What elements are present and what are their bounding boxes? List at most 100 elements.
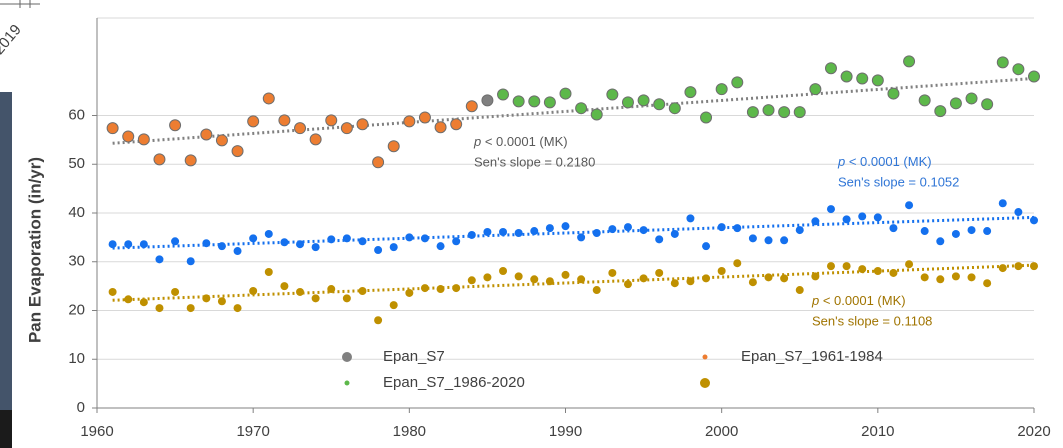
point (621, 96, 634, 109)
point (967, 226, 976, 235)
point (655, 268, 664, 277)
point (998, 199, 1007, 208)
point (356, 118, 369, 131)
point (387, 140, 400, 153)
side-strip (0, 92, 12, 410)
point (528, 95, 541, 108)
x-tick-label: 1990 (549, 423, 582, 440)
point (171, 287, 180, 296)
point (217, 242, 226, 251)
point (327, 285, 336, 294)
y-axis-label: Pan Evaporation (in/yr) (25, 157, 44, 343)
point (497, 88, 510, 101)
point (559, 87, 572, 100)
point (543, 96, 556, 109)
point (139, 240, 148, 249)
legend-marker (344, 380, 350, 386)
point (905, 201, 914, 210)
point (826, 205, 835, 214)
point (811, 217, 820, 226)
annotation-text: < 0.0001 (MK) (481, 134, 567, 149)
point (951, 272, 960, 281)
legend-label: Epan_S7 (383, 348, 445, 365)
legend-marker (342, 352, 352, 362)
point (186, 304, 195, 313)
point (262, 92, 275, 105)
point (717, 267, 726, 276)
point (871, 74, 884, 87)
point (467, 230, 476, 239)
point (606, 88, 619, 101)
annotation-text: < 0.0001 (MK) (845, 154, 931, 169)
point (374, 246, 383, 255)
point (858, 212, 867, 221)
point (249, 287, 258, 295)
y-tick-label: 20 (68, 301, 85, 318)
point (936, 275, 945, 284)
point (450, 118, 463, 131)
corner-artifact (0, 0, 40, 8)
point (124, 295, 133, 304)
point (824, 62, 837, 75)
point (215, 134, 228, 147)
point (668, 102, 681, 115)
annotation: p < 0.0001 (MK) (811, 293, 906, 308)
point (514, 228, 523, 237)
x-tick-label: 2000 (705, 423, 738, 440)
point (545, 224, 554, 233)
point (231, 145, 244, 158)
point (247, 115, 260, 128)
point (403, 115, 416, 128)
point (202, 239, 211, 248)
point (748, 234, 757, 243)
point (996, 56, 1009, 69)
point (856, 72, 869, 85)
point (340, 122, 353, 135)
point (795, 286, 804, 295)
point (420, 284, 429, 293)
point (481, 94, 494, 107)
trendline (112, 215, 1035, 250)
annotation-italic: p (811, 293, 819, 308)
trendline (112, 263, 1035, 302)
point (1028, 70, 1040, 83)
point (296, 240, 305, 249)
point (124, 240, 133, 249)
point (1012, 63, 1025, 76)
point (684, 86, 697, 99)
point (889, 224, 898, 233)
point (934, 105, 947, 118)
point (452, 284, 461, 293)
point (137, 133, 150, 146)
point (873, 213, 882, 222)
point (420, 234, 429, 243)
point (702, 242, 711, 251)
point (983, 279, 992, 288)
point (405, 233, 414, 242)
point (575, 102, 588, 115)
point (358, 237, 367, 246)
x-tick-label: 1960 (80, 423, 113, 440)
point (920, 273, 929, 282)
point (998, 264, 1007, 273)
annotation-slope: Sen's slope = 0.1108 (812, 313, 932, 328)
point (764, 236, 773, 245)
legend-marker (700, 378, 710, 388)
point (280, 238, 289, 247)
y-tick-label: 40 (68, 204, 85, 221)
point (264, 267, 273, 276)
x-tick-label: 1980 (393, 423, 426, 440)
y-tick-label: 60 (68, 106, 85, 123)
point (465, 100, 478, 113)
y-tick-label: 0 (77, 399, 85, 416)
point (873, 267, 882, 276)
point (780, 236, 789, 245)
point (686, 214, 695, 223)
point (294, 122, 307, 135)
point (778, 106, 791, 119)
point (278, 114, 291, 127)
point (483, 228, 492, 237)
point (434, 121, 447, 134)
point (186, 257, 195, 266)
